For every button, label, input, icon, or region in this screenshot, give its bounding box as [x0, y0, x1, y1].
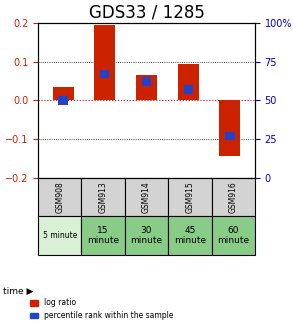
Text: GSM916: GSM916: [229, 181, 238, 213]
Text: 60
minute: 60 minute: [217, 226, 249, 245]
Text: GSM908: GSM908: [55, 181, 64, 213]
Text: 30
minute: 30 minute: [130, 226, 163, 245]
Bar: [100, 70, 110, 78]
FancyBboxPatch shape: [81, 178, 125, 216]
Bar: [53, 87, 74, 100]
Bar: [178, 63, 199, 100]
FancyBboxPatch shape: [125, 216, 168, 255]
FancyBboxPatch shape: [81, 216, 125, 255]
Bar: [136, 75, 157, 100]
Text: GSM913: GSM913: [99, 181, 108, 213]
FancyBboxPatch shape: [38, 216, 81, 255]
Title: GDS33 / 1285: GDS33 / 1285: [88, 3, 205, 21]
Bar: [183, 85, 193, 94]
FancyBboxPatch shape: [212, 216, 255, 255]
Bar: [94, 25, 115, 100]
Text: 15
minute: 15 minute: [87, 226, 119, 245]
Text: GSM914: GSM914: [142, 181, 151, 213]
Text: 5 minute: 5 minute: [42, 231, 77, 240]
Text: 45
minute: 45 minute: [174, 226, 206, 245]
Legend: log ratio, percentile rank within the sample: log ratio, percentile rank within the sa…: [27, 295, 177, 323]
Bar: [219, 100, 240, 156]
Bar: [142, 77, 151, 86]
FancyBboxPatch shape: [168, 216, 212, 255]
Bar: [58, 96, 68, 105]
FancyBboxPatch shape: [212, 178, 255, 216]
FancyBboxPatch shape: [38, 178, 81, 216]
Text: time ▶: time ▶: [3, 286, 33, 296]
FancyBboxPatch shape: [125, 178, 168, 216]
FancyBboxPatch shape: [168, 178, 212, 216]
Text: GSM915: GSM915: [185, 181, 194, 213]
Bar: [225, 132, 235, 140]
